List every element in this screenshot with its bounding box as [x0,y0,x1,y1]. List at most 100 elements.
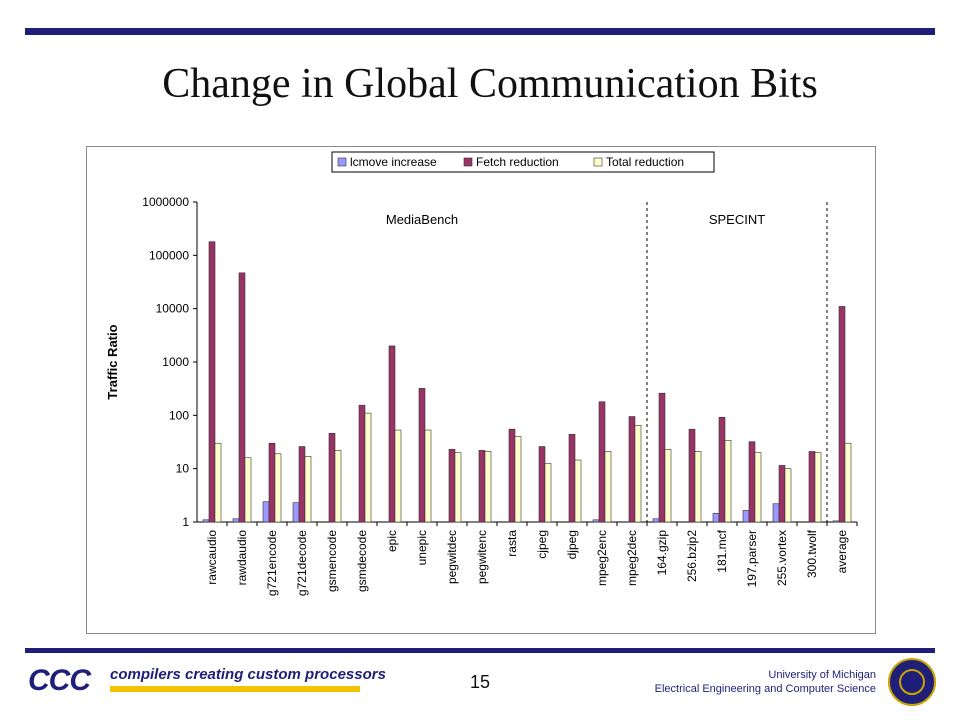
page-number: 15 [469,672,491,692]
traffic-ratio-chart: 1 10 100 1000 10000 100000 1000000 Traffic Rati… [105,151,858,596]
y-axis-label: Traffic Ratio [105,324,120,399]
x-tick-label: g721encode [265,530,279,596]
bar-fetch [778,465,786,523]
bar-lcmove [742,510,750,523]
bar-total [274,453,282,523]
bar-fetch [718,416,726,523]
y-tick-label: 1 [182,515,189,529]
bar-fetch [808,451,816,523]
y-tick-label: 1000 [162,355,189,369]
bar-fetch [628,416,636,523]
legend-label: Fetch reduction [476,155,559,169]
bar-lcmove [712,513,720,523]
legend-label: lcmove increase [350,155,437,169]
bar-total [454,452,462,523]
x-tick-label: djpeg [565,530,579,559]
x-tick-label: g721decode [295,530,309,596]
bar-lcmove [592,519,600,523]
legend-box [331,151,715,173]
x-tick-label: epic [385,530,399,552]
x-tick-label: gsmdecode [355,530,369,592]
bar-lcmove [262,501,270,523]
bar-fetch [388,345,396,523]
x-tick-label: pegwitdec [445,530,459,584]
bar-fetch [688,428,696,523]
legend-swatch [593,157,603,167]
bar-total [304,456,312,523]
bar-total [394,429,402,523]
bar-fetch [838,306,846,523]
legend-swatch [463,157,473,167]
bar-fetch [658,392,666,523]
logo-underline [110,686,360,692]
legend-label: Total reduction [606,155,684,169]
ccc-logo: CCC compilers creating custom processors [28,664,386,700]
affiliation: University of Michigan Electrical Engine… [655,668,876,696]
x-tick-label: 197.parser [745,530,759,587]
slide-title: Change in Global Communication Bits [162,61,818,107]
bar-total [244,457,252,523]
bar-total [694,451,702,523]
bar-total [844,442,852,523]
bar-fetch [208,241,216,523]
bar-total [544,463,552,523]
bar-total [214,442,222,523]
bar-lcmove [652,518,660,523]
bar-lcmove [772,503,780,523]
bar-fetch [298,446,306,523]
bar-lcmove [202,519,210,523]
bar-lcmove [832,520,840,523]
y-tick-label: 100000 [149,248,189,262]
bar-fetch [478,450,486,523]
x-tick-label: rasta [505,530,519,557]
bar-fetch [268,442,276,523]
y-tick-label: 1000000 [142,195,189,209]
y-tick-label: 100 [169,408,189,422]
x-tick-label: mpeg2enc [595,530,609,586]
bar-fetch [538,446,546,523]
bar-fetch [748,441,756,523]
x-tick-label: unepic [415,530,429,565]
bar-fetch [598,401,606,523]
bar-total [484,451,492,523]
legend-swatch [337,157,347,167]
bar-total [664,449,672,523]
bar-fetch [448,449,456,523]
bar-total [634,425,642,523]
bar-total [814,452,822,523]
bar-fetch [418,388,426,523]
region-label: MediaBench [386,212,458,227]
affiliation-line-2: Electrical Engineering and Computer Scie… [654,683,876,695]
affiliation-line-1: University of Michigan [768,669,876,681]
bar-total [514,436,522,523]
x-tick-label: cjpeg [535,530,549,559]
bar-fetch [508,428,516,523]
bar-total [784,468,792,523]
bar-total [364,412,372,523]
bar-lcmove [232,518,240,523]
bar-fetch [568,434,576,523]
logo-mark: CCC [28,664,91,697]
x-tick-label: 164.gzip [655,530,669,576]
x-tick-label: pegwitenc [475,530,489,584]
bar-total [754,452,762,523]
x-tick-label: rawcaudio [205,530,219,585]
bar-total [604,451,612,523]
bar-total [334,450,342,523]
x-tick-label: 181.mcf [715,529,729,572]
top-rule [25,28,935,35]
bar-lcmove [292,502,300,523]
logo-tagline: compilers creating custom processors [110,666,386,683]
y-tick-label: 10000 [156,302,190,316]
chart-frame: 1 10 100 1000 10000 100000 1000000 Traffic Rati… [86,146,876,634]
x-tick-label: gsmencode [325,530,339,592]
university-seal-icon [888,658,936,706]
x-tick-label: 255.vortex [775,530,789,586]
region-label: SPECINT [709,212,765,227]
y-tick-label: 10 [176,462,190,476]
x-tick-label: rawdaudio [235,530,249,586]
bar-fetch [328,433,336,523]
x-tick-label: average [835,530,849,574]
bar-fetch [358,404,366,523]
bar-fetch [238,272,246,523]
